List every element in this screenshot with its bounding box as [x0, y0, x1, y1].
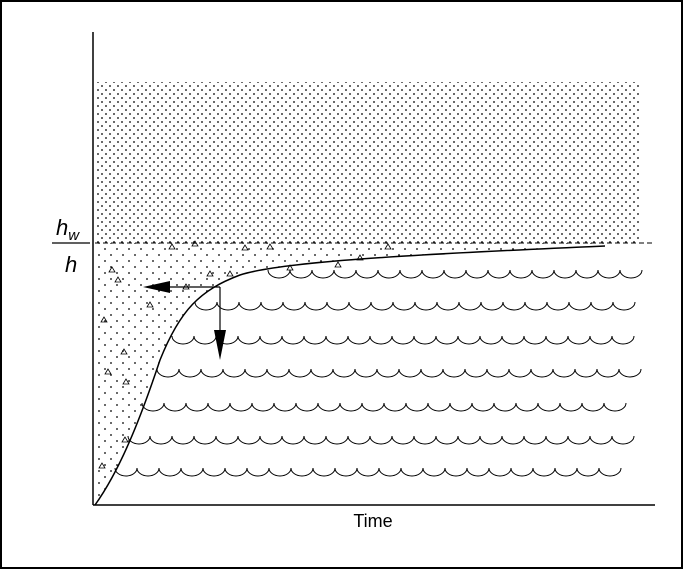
aggregate: [226, 270, 234, 277]
wave-row: [127, 435, 635, 445]
aggregate: [191, 240, 199, 247]
arrowhead-left: [143, 281, 170, 293]
aggregate: [334, 261, 342, 268]
wave-row: [171, 335, 635, 345]
y-label-numerator: hw: [56, 215, 80, 244]
aggregate: [206, 270, 214, 277]
aggregate: [108, 266, 116, 273]
wetting-region: [95, 243, 605, 505]
wave-row: [156, 368, 642, 378]
water-waves: [114, 269, 643, 477]
aggregate: [384, 243, 392, 250]
aggregate-marks: [98, 240, 392, 469]
arrowhead-down: [214, 330, 226, 360]
numerator: h: [56, 215, 68, 240]
curve: [94, 245, 606, 506]
subscript: w: [68, 227, 80, 244]
wave-row: [114, 467, 622, 477]
aggregate: [104, 368, 112, 375]
wave-row: [194, 301, 636, 311]
aggregate: [98, 462, 106, 469]
aggregate: [168, 243, 176, 250]
x-label: Time: [353, 511, 392, 531]
aggregate: [120, 348, 128, 355]
aggregate: [241, 244, 249, 251]
air-region: [95, 82, 641, 243]
aggregate: [122, 378, 130, 385]
wave-row: [141, 402, 627, 412]
wave-row: [267, 269, 643, 279]
aggregate: [356, 254, 364, 261]
aggregate: [146, 301, 154, 308]
y-label-denominator: h: [65, 252, 77, 277]
aggregate: [121, 436, 129, 443]
aggregate: [286, 264, 294, 271]
aggregate: [100, 316, 108, 323]
aggregate: [114, 276, 122, 283]
aggregate: [266, 243, 274, 250]
